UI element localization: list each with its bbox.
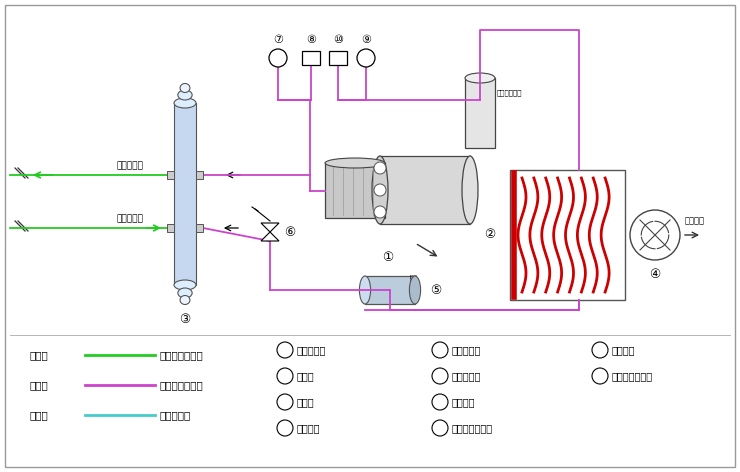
Text: ⑩: ⑩ [333,35,343,45]
Text: 高压力表: 高压力表 [612,345,636,355]
Text: ⑤: ⑤ [430,284,441,296]
Text: 9: 9 [597,346,602,354]
Circle shape [374,184,386,196]
Circle shape [374,162,386,174]
Ellipse shape [174,280,196,290]
Circle shape [432,368,448,384]
Text: 4: 4 [283,423,288,432]
Bar [302,51,320,65]
Text: 干燥过滤器: 干燥过滤器 [452,345,482,355]
Polygon shape [261,223,279,232]
Text: 制冷剂循环回路: 制冷剂循环回路 [160,380,204,390]
Text: 风冷凝缩: 风冷凝缩 [685,216,705,225]
Text: 2: 2 [283,371,288,380]
Circle shape [269,49,287,67]
Text: 3: 3 [283,397,288,406]
Bar [365,276,415,304]
Circle shape [277,420,293,436]
Text: 蒸发器: 蒸发器 [297,397,314,407]
Text: 7: 7 [437,397,443,406]
Circle shape [277,342,293,358]
Text: 绿色线: 绿色线 [30,350,49,360]
Ellipse shape [360,276,371,304]
Text: 载冷剂出口: 载冷剂出口 [117,161,144,170]
Text: 冷凝器: 冷凝器 [297,371,314,381]
Text: ⑧: ⑧ [306,35,316,45]
Text: 1: 1 [283,346,288,354]
Bar [196,171,203,179]
Text: 水循环回路: 水循环回路 [160,410,191,420]
Text: ④: ④ [650,268,661,281]
Circle shape [357,49,375,67]
Text: ⑥: ⑥ [284,226,295,238]
Text: 6: 6 [437,371,443,380]
Ellipse shape [178,288,192,298]
Text: 蓝色线: 蓝色线 [30,410,49,420]
Ellipse shape [178,90,192,100]
Circle shape [432,394,448,410]
Text: 10: 10 [595,371,605,380]
Text: ⑨: ⑨ [361,35,371,45]
Bar [174,103,196,285]
Text: 8: 8 [437,423,443,432]
Text: ⑦: ⑦ [273,35,283,45]
Ellipse shape [409,276,420,304]
Ellipse shape [372,156,388,224]
Text: ①: ① [382,251,393,264]
Ellipse shape [465,73,495,83]
Circle shape [277,368,293,384]
Bar [465,78,495,148]
Bar [380,156,470,224]
Text: 高温高气液阀: 高温高气液阀 [497,90,522,96]
Ellipse shape [325,158,385,168]
Text: ③: ③ [179,313,191,326]
Text: 5: 5 [437,346,443,354]
Ellipse shape [180,295,190,304]
Ellipse shape [174,98,196,108]
Circle shape [277,394,293,410]
Text: 液管接头: 液管接头 [410,273,417,290]
Text: ②: ② [485,228,496,242]
Text: 高压压力控制器: 高压压力控制器 [612,371,653,381]
Ellipse shape [180,84,190,93]
Text: 红色线: 红色线 [30,380,49,390]
Circle shape [432,420,448,436]
Bar [167,224,174,232]
Text: 载冷剂流入: 载冷剂流入 [117,214,144,223]
Text: 低压压力控制器: 低压压力控制器 [452,423,493,433]
Text: ⊕: ⊕ [362,54,369,64]
Circle shape [592,368,608,384]
Circle shape [592,342,608,358]
Bar [196,224,203,232]
Circle shape [432,342,448,358]
Bar [325,163,385,218]
Text: 载冷剂循环回路: 载冷剂循环回路 [160,350,204,360]
Text: 低压力表: 低压力表 [452,397,476,407]
Bar [167,171,174,179]
Circle shape [374,206,386,218]
Bar [329,51,347,65]
Text: 冷却风扇: 冷却风扇 [297,423,320,433]
Text: ⊕: ⊕ [274,54,280,64]
Polygon shape [261,232,279,241]
Text: 供液膨胀阀: 供液膨胀阀 [452,371,482,381]
Ellipse shape [462,156,478,224]
Text: 螺杆压缩机: 螺杆压缩机 [297,345,326,355]
Bar [510,170,625,300]
